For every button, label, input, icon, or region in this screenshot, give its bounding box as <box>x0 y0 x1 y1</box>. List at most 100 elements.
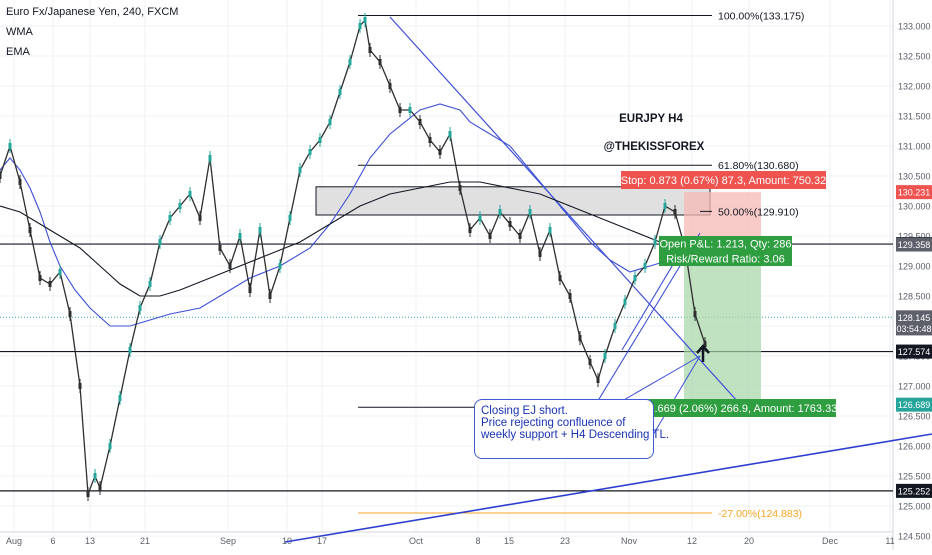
price-series-line <box>0 18 706 495</box>
candle-body <box>348 59 352 65</box>
candle-body <box>488 233 492 239</box>
candle-body <box>578 335 582 341</box>
symbol-title: Euro Fx/Japanese Yen, 240, FXCM <box>6 6 179 18</box>
candle-body <box>478 215 482 221</box>
x-tick-label: 13 <box>85 536 95 546</box>
price-badge-box <box>896 344 932 359</box>
candle-body <box>363 17 367 23</box>
y-tick-label: 130.500 <box>898 172 931 182</box>
candle-body <box>48 281 52 287</box>
candle-body <box>28 227 32 233</box>
y-tick-label: 128.500 <box>898 292 931 302</box>
price-badge-label: 127.574 <box>898 347 931 357</box>
ema-indicator-label[interactable]: EMA <box>6 46 30 58</box>
price-badge-label: 125.252 <box>898 486 931 496</box>
y-tick-label: 126.500 <box>898 412 931 422</box>
price-badge-label: 03:54:48 <box>896 324 931 334</box>
candle-body <box>238 233 242 239</box>
risk-reward-label-box <box>659 251 792 266</box>
price-badge-box <box>896 310 932 325</box>
candle-body <box>653 239 657 245</box>
candle-body <box>0 173 2 179</box>
candle-body <box>98 485 102 491</box>
candle-body <box>268 293 272 299</box>
fib-level-label: 50.00%(129.910) <box>718 206 799 218</box>
candle-body <box>218 245 222 251</box>
x-tick-label: 17 <box>317 536 327 546</box>
candle-body <box>38 275 42 281</box>
x-tick-label: Nov <box>621 536 638 546</box>
note-line: Closing EJ short. <box>481 405 568 417</box>
fib-level-label: 61.80%(130.680) <box>718 160 799 172</box>
candle-body <box>538 251 542 257</box>
x-tick-label: Sep <box>220 536 236 546</box>
candle-body <box>318 137 322 143</box>
candle-body <box>118 395 122 401</box>
y-tick-label: 125.000 <box>898 502 931 512</box>
candle-body <box>8 143 12 149</box>
y-tick-label: 133.000 <box>898 22 931 32</box>
price-badge-box <box>896 321 932 336</box>
trade-note[interactable]: Closing EJ short. Price rejecting conflu… <box>474 399 670 459</box>
candle-body <box>438 149 442 155</box>
candle-body <box>558 275 562 281</box>
candle-body <box>128 347 132 353</box>
candle-body <box>298 167 302 173</box>
candle-body <box>623 299 627 305</box>
candle-body <box>418 119 422 125</box>
supply-zone-box <box>315 186 711 216</box>
ema-series-line <box>0 181 691 297</box>
rejection-arrow <box>696 344 710 362</box>
candle-body <box>703 341 707 347</box>
x-tick-label: 11 <box>885 536 894 546</box>
fib-level-label: -27.00%(124.883) <box>718 508 802 520</box>
candle-body <box>78 383 82 389</box>
x-tick-label: Dec <box>822 536 839 546</box>
candle-body <box>248 287 252 293</box>
candle-body <box>458 185 462 191</box>
y-tick-label: 129.000 <box>898 262 931 272</box>
candle-body <box>208 155 212 161</box>
price-badge-box <box>896 483 932 498</box>
note-line: weekly support + H4 Descending TL. <box>481 429 670 441</box>
candle-body <box>596 377 600 383</box>
candle-body <box>288 215 292 221</box>
price-badge-box <box>896 185 932 200</box>
candle-body <box>693 311 697 317</box>
wma-indicator-label[interactable]: WMA <box>6 26 33 38</box>
x-tick-label: 21 <box>140 536 150 546</box>
candle-body <box>258 227 262 233</box>
x-tick-label: Oct <box>409 536 424 546</box>
candle-body <box>358 23 362 29</box>
candle-body <box>378 59 382 65</box>
candle-body <box>518 233 522 239</box>
y-tick-label: 131.500 <box>898 112 931 122</box>
risk-reward-label: Risk/Reward Ratio: 3.06 <box>666 254 785 266</box>
descending-trendline <box>389 16 749 414</box>
candle-body <box>568 293 572 299</box>
candle-body <box>528 209 532 215</box>
candle-body <box>468 227 472 233</box>
candle-body <box>188 191 192 197</box>
stop-label: Stop: 0.873 (0.67%) 87.3, Amount: 750.32 <box>621 175 826 187</box>
candle-body <box>58 269 62 275</box>
candle-body <box>643 263 647 269</box>
candle-body <box>448 131 452 137</box>
price-badge-label: 126.689 <box>898 400 931 410</box>
candle-body <box>508 221 512 227</box>
candle-body <box>178 203 182 209</box>
y-tick-label: 127.000 <box>898 382 931 392</box>
x-tick-label: Aug <box>6 536 22 546</box>
stop-zone <box>684 192 761 245</box>
y-tick-label: 132.500 <box>898 52 931 62</box>
candle-body <box>308 149 312 155</box>
chart-title-annotation: EURJPY H4 <box>619 113 683 125</box>
candle-body <box>428 137 432 143</box>
candle-body <box>86 491 90 497</box>
stop-label-box <box>621 171 826 189</box>
candle-body <box>228 263 232 269</box>
price-badge-label: 128.145 <box>898 313 931 323</box>
candle-body <box>18 179 22 185</box>
